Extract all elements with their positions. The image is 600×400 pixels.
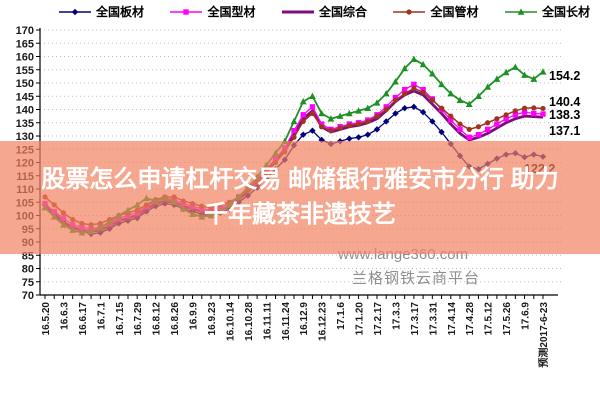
y-axis-tick-label: 155 — [16, 65, 34, 77]
series-end-value-label: 138.3 — [549, 108, 580, 122]
x-axis-tick-label: 17.3.17 — [410, 302, 421, 336]
x-axis-tick-label: 16.10.14 — [225, 302, 236, 341]
x-axis-tick-label: 16.12.23 — [318, 302, 329, 341]
x-axis-tick-label: 16.9.9 — [189, 302, 200, 330]
legend-label: 全国板材 — [96, 5, 145, 19]
x-axis-tick-label: 17.4.14 — [447, 302, 458, 336]
x-axis-tick-label: 16.11.24 — [281, 302, 292, 341]
ad-overlay-banner: 股票怎么申请杠杆交易 邮储银行雅安市分行 助力 千年藏茶非遗技艺 — [0, 141, 600, 254]
y-axis-tick-label: 170 — [16, 25, 34, 37]
x-axis-tick-label: 16.5.20 — [41, 302, 52, 336]
x-axis-tick-label: 16.8.26 — [170, 302, 181, 336]
legend-label: 全国长材 — [541, 5, 590, 19]
chart-legend: 全国板材 全国型材 全国综合 全国管材 全国长材 — [58, 3, 590, 20]
legend-label: 全国型材 — [207, 5, 256, 19]
legend-circle-icon — [393, 8, 426, 15]
series-end-value-label: 137.1 — [549, 124, 580, 138]
x-axis-tick-label: 17.5.12 — [484, 302, 495, 336]
y-axis-tick-label: 165 — [16, 38, 34, 50]
x-axis-tick-label: 16.11.11 — [262, 302, 273, 340]
x-axis-tick-label: 17.6.9 — [521, 302, 532, 330]
x-axis-tick-label: 预测2017-6-23 — [537, 302, 550, 368]
legend-diamond-icon — [59, 8, 91, 15]
legend-item-4: 全国长材 — [504, 3, 590, 20]
ad-overlay-text-line1: 股票怎么申请杠杆交易 邮储银行雅安市分行 助力 — [41, 166, 559, 193]
series-end-value-label: 140.4 — [549, 95, 580, 109]
y-axis-tick-label: 150 — [16, 78, 34, 90]
x-axis-tick-label: 16.8.12 — [152, 302, 163, 336]
legend-label: 全国管材 — [430, 5, 479, 19]
y-axis-tick-label: 160 — [16, 52, 34, 64]
legend-item-2: 全国综合 — [281, 3, 367, 20]
legend-item-0: 全国板材 — [58, 3, 144, 20]
y-axis-tick-label: 135 — [16, 118, 34, 130]
x-axis-tick-label: 17.4.28 — [465, 302, 476, 336]
x-axis-tick-label: 17.1.20 — [355, 302, 366, 336]
y-axis-tick-label: 70 — [22, 290, 34, 302]
x-axis-tick-label: 16.7.15 — [115, 302, 126, 336]
y-axis-tick-label: 75 — [22, 277, 34, 289]
y-axis-tick-label: 80 — [22, 264, 34, 276]
x-axis-tick-label: 17.1.6 — [336, 302, 347, 330]
x-axis-tick-label: 16.7.29 — [133, 302, 144, 336]
x-axis-tick-label: 17.5.26 — [502, 302, 513, 336]
x-axis-tick-label: 16.7.1 — [96, 302, 107, 330]
y-axis-tick-label: 130 — [16, 131, 34, 143]
x-axis-tick-label: 16.10.28 — [244, 302, 255, 341]
watermark-platform: 兰格钢铁云商平台 — [352, 270, 481, 287]
x-axis-tick-label: 17.3.3 — [391, 302, 402, 330]
legend-item-1: 全国型材 — [169, 3, 256, 20]
legend-item-3: 全国管材 — [392, 3, 478, 20]
legend-none-icon — [281, 10, 314, 13]
ad-overlay-text-line2: 千年藏茶非遗技艺 — [204, 201, 396, 228]
legend-label: 全国综合 — [318, 5, 367, 19]
x-axis-tick-label: 17.3.31 — [428, 302, 439, 336]
legend-square-icon — [170, 8, 203, 15]
x-axis-tick-label: 16.12.9 — [299, 302, 310, 336]
x-axis-tick-label: 16.6.17 — [78, 302, 89, 336]
series-end-value-label: 154.2 — [549, 69, 580, 83]
x-axis-tick-label: 16.6.3 — [59, 302, 70, 330]
legend-triangle-icon — [504, 7, 537, 15]
y-axis-tick-label: 145 — [16, 91, 34, 103]
x-axis-tick-label: 17.2.17 — [373, 302, 384, 336]
y-axis-tick-label: 140 — [16, 105, 34, 117]
x-axis-tick-label: 16.9.23 — [207, 302, 218, 336]
